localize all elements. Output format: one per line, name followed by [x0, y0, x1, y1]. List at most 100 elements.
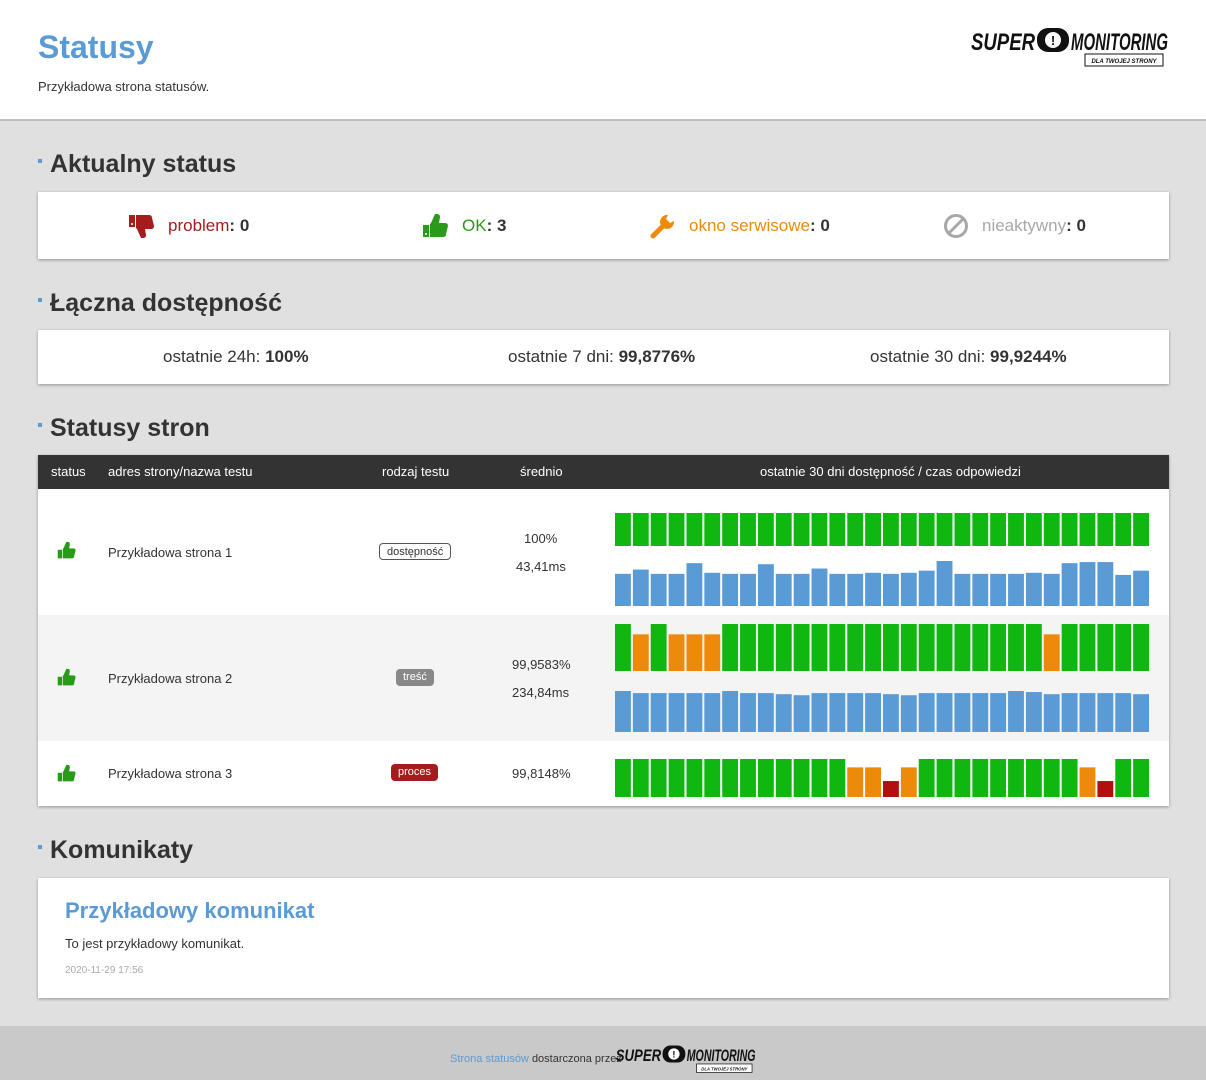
- response-bar[interactable]: [793, 573, 810, 606]
- availability-bar[interactable]: [632, 513, 649, 546]
- availability-bar[interactable]: [972, 759, 989, 797]
- response-bar[interactable]: [1008, 573, 1024, 606]
- response-bar[interactable]: [883, 694, 899, 732]
- response-bar[interactable]: [1097, 562, 1114, 606]
- response-bar[interactable]: [990, 693, 1007, 732]
- availability-bar[interactable]: [865, 624, 881, 671]
- availability-bar[interactable]: [865, 513, 881, 546]
- availability-bar[interactable]: [740, 624, 756, 671]
- availability-bar[interactable]: [829, 624, 846, 671]
- availability-bar[interactable]: [883, 781, 899, 797]
- site-name[interactable]: Przykładowa strona 1: [108, 545, 233, 560]
- availability-bar[interactable]: [650, 759, 667, 797]
- availability-bar[interactable]: [829, 759, 846, 797]
- availability-bar[interactable]: [1115, 513, 1132, 546]
- availability-bar[interactable]: [757, 513, 774, 546]
- availability-bar[interactable]: [1079, 624, 1096, 671]
- availability-bar[interactable]: [1043, 513, 1060, 546]
- response-bar[interactable]: [668, 693, 685, 732]
- availability-bar[interactable]: [990, 759, 1007, 797]
- response-bar[interactable]: [990, 573, 1007, 606]
- availability-bar[interactable]: [1008, 513, 1024, 546]
- availability-bar[interactable]: [900, 513, 917, 546]
- response-bar[interactable]: [704, 572, 721, 606]
- availability-bar[interactable]: [918, 513, 935, 546]
- availability-bar[interactable]: [775, 759, 792, 797]
- availability-bar[interactable]: [668, 759, 685, 797]
- availability-bar[interactable]: [650, 624, 667, 671]
- availability-bar[interactable]: [1115, 759, 1132, 797]
- availability-bar[interactable]: [775, 624, 792, 671]
- availability-bar[interactable]: [686, 634, 703, 671]
- response-bar[interactable]: [954, 693, 971, 732]
- response-bar[interactable]: [1097, 693, 1114, 732]
- availability-bar[interactable]: [793, 624, 810, 671]
- availability-bar[interactable]: [650, 513, 667, 546]
- availability-bar[interactable]: [1061, 759, 1078, 797]
- availability-bar[interactable]: [686, 513, 703, 546]
- availability-bar[interactable]: [1133, 513, 1149, 546]
- response-bar[interactable]: [686, 693, 703, 732]
- availability-bar[interactable]: [1008, 759, 1024, 797]
- availability-bar[interactable]: [793, 513, 810, 546]
- response-bar[interactable]: [632, 569, 649, 606]
- response-bar[interactable]: [918, 570, 935, 606]
- response-bar[interactable]: [1079, 562, 1096, 606]
- availability-bar[interactable]: [1043, 634, 1060, 671]
- availability-bar[interactable]: [1097, 513, 1114, 546]
- availability-bar[interactable]: [811, 513, 828, 546]
- response-bar[interactable]: [1133, 570, 1149, 606]
- response-bar[interactable]: [650, 693, 667, 732]
- availability-bar[interactable]: [847, 513, 864, 546]
- response-bar[interactable]: [1133, 694, 1149, 732]
- availability-bar[interactable]: [615, 624, 631, 671]
- availability-bar[interactable]: [811, 624, 828, 671]
- availability-bar[interactable]: [722, 624, 739, 671]
- availability-bar[interactable]: [811, 759, 828, 797]
- availability-bar[interactable]: [954, 624, 971, 671]
- response-bar[interactable]: [1008, 691, 1024, 732]
- availability-bar[interactable]: [615, 513, 631, 546]
- availability-bar[interactable]: [615, 759, 631, 797]
- availability-bar[interactable]: [704, 759, 721, 797]
- response-bar[interactable]: [1043, 694, 1060, 732]
- availability-bar[interactable]: [686, 759, 703, 797]
- availability-bar[interactable]: [1061, 513, 1078, 546]
- availability-bar[interactable]: [936, 624, 953, 671]
- supermonitoring-logo[interactable]: SUPER ! MONITORING DLA TWOJEJ STRONY: [970, 26, 1170, 68]
- response-bar[interactable]: [811, 693, 828, 732]
- response-bar[interactable]: [954, 573, 971, 606]
- response-bar[interactable]: [829, 573, 846, 606]
- response-bar[interactable]: [704, 693, 721, 732]
- response-bar[interactable]: [1043, 573, 1060, 606]
- availability-bar[interactable]: [1025, 624, 1042, 671]
- availability-bar[interactable]: [936, 759, 953, 797]
- availability-bar[interactable]: [757, 624, 774, 671]
- availability-bar[interactable]: [775, 513, 792, 546]
- availability-bar[interactable]: [1079, 767, 1096, 797]
- availability-bar[interactable]: [1061, 624, 1078, 671]
- availability-bar[interactable]: [632, 759, 649, 797]
- response-bar[interactable]: [918, 693, 935, 732]
- availability-bar[interactable]: [1025, 759, 1042, 797]
- response-bar[interactable]: [865, 693, 881, 732]
- response-bar[interactable]: [829, 693, 846, 732]
- response-bar[interactable]: [1025, 692, 1042, 732]
- response-bar[interactable]: [972, 573, 989, 606]
- response-bar[interactable]: [847, 693, 864, 732]
- response-bar[interactable]: [650, 573, 667, 606]
- response-bar[interactable]: [900, 695, 917, 732]
- availability-bar[interactable]: [883, 624, 899, 671]
- response-bar[interactable]: [757, 693, 774, 732]
- availability-bar[interactable]: [722, 759, 739, 797]
- response-bar[interactable]: [847, 573, 864, 606]
- availability-bar[interactable]: [847, 624, 864, 671]
- availability-bar[interactable]: [793, 759, 810, 797]
- availability-bar[interactable]: [883, 513, 899, 546]
- supermonitoring-footer-logo[interactable]: SUPER ! MONITORING DLA TWOJEJ STRONY: [615, 1044, 757, 1074]
- availability-bar[interactable]: [918, 624, 935, 671]
- response-bar[interactable]: [1079, 693, 1096, 732]
- site-name[interactable]: Przykładowa strona 2: [108, 671, 233, 686]
- response-bar[interactable]: [811, 568, 828, 607]
- availability-bar[interactable]: [1097, 624, 1114, 671]
